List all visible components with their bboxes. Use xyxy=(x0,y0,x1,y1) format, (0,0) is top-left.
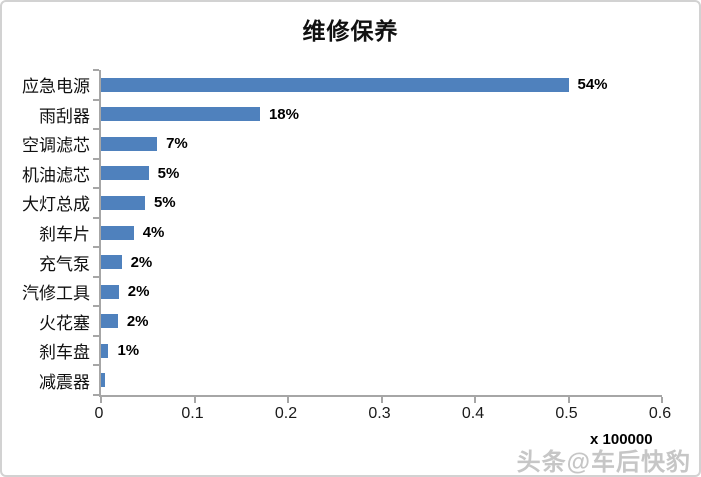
y-axis-tick xyxy=(93,305,99,308)
x-axis-tick xyxy=(100,397,102,403)
x-axis-tick-labels: 0 0.1 0.2 0.3 0.4 0.5 0.6 xyxy=(95,405,672,427)
bar xyxy=(101,195,145,210)
bar-value-label: 2% xyxy=(126,312,149,330)
bar xyxy=(101,255,122,270)
category-label: 火花塞 xyxy=(39,313,90,333)
bar-row: 5% xyxy=(101,159,662,189)
bar-value-label: 1% xyxy=(117,342,140,360)
bar-value-label: 7% xyxy=(166,135,188,153)
x-axis-tick-label: 0.3 xyxy=(368,405,391,422)
x-axis-tick-label: 0.1 xyxy=(181,405,204,422)
y-axis-tick xyxy=(93,69,99,71)
bar xyxy=(101,225,134,240)
bar-value-label: 4% xyxy=(142,224,165,241)
bar-row: 2% xyxy=(101,247,662,277)
x-axis-tick xyxy=(193,397,196,403)
x-axis-tick-label: 0.4 xyxy=(461,405,485,422)
x-axis-tick xyxy=(661,397,663,403)
y-axis-tick xyxy=(93,364,99,367)
bar-row: 18% xyxy=(101,100,662,130)
category-label: 空调滤芯 xyxy=(22,136,90,156)
x-axis-tick xyxy=(567,397,570,403)
category-label: 刹车盘 xyxy=(39,343,90,363)
bar-value-label: 18% xyxy=(268,105,299,123)
bar-row: 4% xyxy=(101,218,662,248)
y-axis-tick xyxy=(93,187,99,190)
category-label: 汽修工具 xyxy=(22,284,90,304)
bar xyxy=(101,314,118,329)
category-label: 大灯总成 xyxy=(22,195,90,215)
y-axis-category-labels: 应急电源雨刮器空调滤芯机油滤芯大灯总成刹车片充气泵汽修工具火花塞刹车盘减震器 xyxy=(2,70,90,395)
x-axis-tick-label: 0 xyxy=(94,405,104,422)
bar xyxy=(101,136,158,151)
category-label: 减震器 xyxy=(39,372,90,392)
bar-value-label: 2% xyxy=(130,253,153,271)
x-axis-tick-label: 0.6 xyxy=(648,405,672,422)
y-axis-tick xyxy=(93,98,99,101)
y-axis-tick xyxy=(93,246,99,249)
bar-value-label: 2% xyxy=(127,283,150,301)
y-axis-tick xyxy=(93,128,99,131)
bar-row: 1% xyxy=(101,336,662,366)
category-label: 机油滤芯 xyxy=(22,165,90,185)
bar-row: 5% xyxy=(101,188,662,218)
y-axis-tick xyxy=(93,157,99,160)
axis-multiplier-label: x 100000 xyxy=(590,431,653,448)
y-axis-tick xyxy=(93,334,99,337)
y-axis-tick xyxy=(93,275,99,278)
bar xyxy=(101,107,260,122)
bar-value-label: 54% xyxy=(577,76,608,94)
bar-row xyxy=(101,365,662,395)
y-axis-tick xyxy=(93,394,99,396)
bar-value-label: 5% xyxy=(153,194,176,212)
y-axis-tick xyxy=(93,216,99,219)
chart-title: 维修保养 xyxy=(302,18,399,44)
bar xyxy=(101,343,109,358)
bar-value-label: 5% xyxy=(157,164,180,182)
category-label: 刹车片 xyxy=(39,225,90,244)
x-axis-tick xyxy=(474,397,476,403)
bar-row: 54% xyxy=(101,70,662,100)
bar-row: 2% xyxy=(101,277,662,307)
plot-area: 54% 18% 7% 5% 5% 4% 2% 2% 2% 1% xyxy=(93,69,663,403)
bar-row: 2% xyxy=(101,306,662,336)
x-axis-tick xyxy=(287,397,289,403)
bar xyxy=(101,77,569,92)
bar xyxy=(101,166,149,181)
category-label: 充气泵 xyxy=(39,254,90,274)
x-axis-tick xyxy=(380,397,383,403)
bar xyxy=(101,284,119,299)
bar xyxy=(101,373,105,388)
category-label: 雨刮器 xyxy=(39,106,90,126)
category-label: 应急电源 xyxy=(22,77,90,97)
x-axis-tick-label: 0.5 xyxy=(555,405,578,422)
watermark-text: 头条@车后快豹 xyxy=(516,449,691,476)
x-axis-tick-label: 0.2 xyxy=(274,405,298,422)
bar-row: 7% xyxy=(101,129,662,159)
